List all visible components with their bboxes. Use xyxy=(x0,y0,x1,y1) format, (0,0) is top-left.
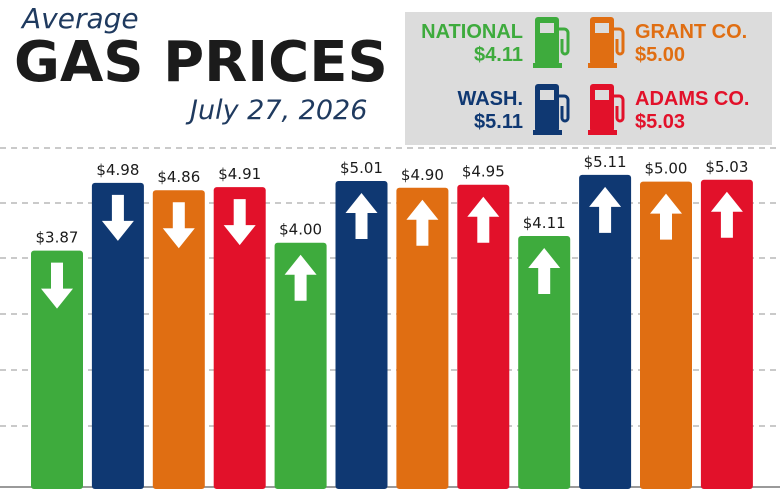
bar xyxy=(274,242,327,489)
arrow-down-icon xyxy=(162,202,195,249)
bar xyxy=(457,184,510,490)
arrow-up-icon xyxy=(467,196,500,243)
data-label: $4.98 xyxy=(96,161,139,179)
bar xyxy=(31,250,83,489)
arrow-down-icon xyxy=(223,199,256,246)
data-label: $3.87 xyxy=(36,229,79,247)
bar xyxy=(700,179,753,489)
legend-price: $5.11 xyxy=(474,111,523,133)
gas-pump-icon xyxy=(533,84,570,135)
arrow-down-icon xyxy=(41,262,73,309)
arrow-down-icon xyxy=(101,194,134,241)
legend-price: $5.03 xyxy=(635,111,686,133)
arrow-up-icon xyxy=(406,199,439,246)
data-label: $5.03 xyxy=(705,158,748,176)
bar xyxy=(518,235,571,489)
bar xyxy=(91,182,144,489)
legend-label: ADAMS CO. xyxy=(635,88,750,110)
data-label: $4.95 xyxy=(462,163,505,181)
data-label: $4.91 xyxy=(218,165,261,183)
arrow-up-icon xyxy=(528,247,561,294)
data-label: $4.86 xyxy=(157,168,200,186)
gas-pump-icon xyxy=(533,17,570,68)
header-date: July 27, 2026 xyxy=(190,95,368,126)
data-label: $5.00 xyxy=(645,160,688,178)
legend: NATIONAL $4.11 GRANT CO. $5.00 WASH. $5.… xyxy=(405,12,772,145)
gas-pump-icon xyxy=(588,17,625,68)
data-label: $4.90 xyxy=(401,166,444,184)
bar xyxy=(396,187,449,489)
data-label: $4.11 xyxy=(523,214,566,232)
bar xyxy=(640,181,692,489)
legend-label: GRANT CO. xyxy=(635,21,748,43)
page-title: GAS PRICES xyxy=(14,30,388,95)
arrow-up-icon xyxy=(650,193,682,240)
data-label: $5.01 xyxy=(340,159,383,177)
bar-chart: $3.87 $4.98 $4.86 $4.91 $4.00 $5.01 $4.90 $4.95… xyxy=(0,147,780,490)
bar xyxy=(152,190,205,489)
bar xyxy=(579,174,632,490)
bar xyxy=(335,181,388,489)
arrow-up-icon xyxy=(345,193,378,240)
header-kicker: Average xyxy=(22,2,139,35)
legend-price: $4.11 xyxy=(474,44,523,66)
bar xyxy=(213,187,266,489)
arrow-up-icon xyxy=(284,254,317,301)
gas-pump-icon xyxy=(588,84,625,135)
arrow-up-icon xyxy=(710,191,743,238)
data-label: $5.11 xyxy=(584,153,627,171)
arrow-up-icon xyxy=(589,186,622,233)
data-label: $4.00 xyxy=(279,221,322,239)
legend-label: NATIONAL xyxy=(421,21,523,43)
legend-price: $5.00 xyxy=(635,44,686,66)
legend-label: WASH. xyxy=(457,88,523,110)
